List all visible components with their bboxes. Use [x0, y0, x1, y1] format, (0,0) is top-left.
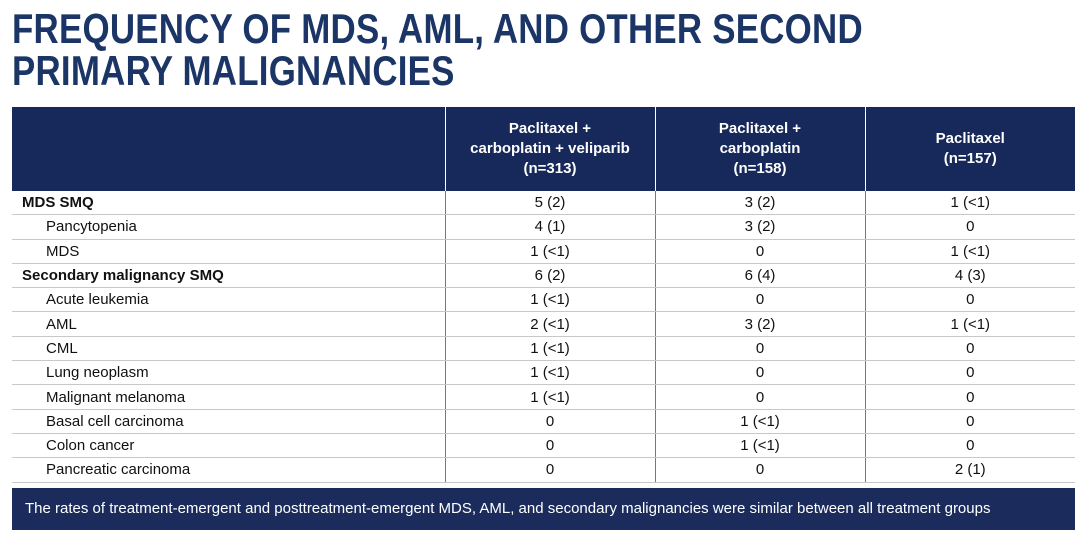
value-cell: 0: [444, 433, 655, 459]
value-cell: 1 (<1): [444, 336, 655, 362]
value-cell: 6 (4): [654, 263, 865, 289]
item-row: Lung neoplasm 1 (<1) 0 0: [12, 360, 1075, 386]
item-row: Malignant melanoma 1 (<1) 0 0: [12, 384, 1075, 410]
value-cell: 0: [654, 239, 865, 264]
value-cell: 4 (3): [864, 263, 1075, 289]
item-row: AML 2 (<1) 3 (2) 1 (<1): [12, 311, 1075, 337]
value-cell: 6 (2): [444, 263, 655, 289]
item-row: Basal cell carcinoma 0 1 (<1) 0: [12, 409, 1075, 434]
value-cell: 1 (<1): [864, 239, 1075, 264]
slide-title: FREQUENCY OF MDS, AML, AND OTHER SECOND P…: [12, 8, 1008, 92]
value-cell: 1 (<1): [444, 384, 655, 410]
value-cell: 2 (<1): [444, 311, 655, 337]
header-cell: [12, 107, 445, 191]
item-row: MDS 1 (<1) 0 1 (<1): [12, 239, 1075, 264]
item-row: Pancytopenia 4 (1) 3 (2) 0: [12, 214, 1075, 240]
item-row: CML 1 (<1) 0 0: [12, 336, 1075, 362]
value-cell: 0: [444, 457, 655, 483]
header-line: Paclitaxel: [935, 130, 1005, 147]
title-line: FREQUENCY OF MDS, AML, AND OTHER SECOND: [12, 5, 863, 52]
header-cell: Paclitaxel (n=157): [864, 107, 1075, 191]
item-row: Acute leukemia 1 (<1) 0 0: [12, 287, 1075, 313]
value-cell: 0: [864, 214, 1075, 240]
header-line: (n=313): [523, 160, 577, 177]
value-cell: 3 (2): [654, 311, 865, 337]
value-cell: 1 (<1): [864, 191, 1075, 216]
header-cell: Paclitaxel + carboplatin (n=158): [654, 107, 865, 191]
row-label: AML: [12, 311, 445, 337]
header-row: Paclitaxel + carboplatin + veliparib (n=31…: [12, 107, 1075, 191]
header-cell: Paclitaxel + carboplatin + veliparib (n=31…: [444, 107, 655, 191]
value-cell: 1 (<1): [444, 360, 655, 386]
data-table: Paclitaxel + carboplatin + veliparib (n=31…: [12, 107, 1075, 483]
value-cell: 1 (<1): [654, 433, 865, 459]
value-cell: 0: [864, 336, 1075, 362]
value-cell: 2 (1): [864, 457, 1075, 483]
row-label: MDS: [12, 239, 445, 264]
value-cell: 0: [864, 409, 1075, 434]
row-label: Malignant melanoma: [12, 384, 445, 410]
value-cell: 0: [864, 287, 1075, 313]
header-line: (n=157): [943, 150, 997, 167]
value-cell: 1 (<1): [864, 311, 1075, 337]
value-cell: 1 (<1): [444, 239, 655, 264]
row-label: Secondary malignancy SMQ: [12, 263, 445, 289]
row-label: CML: [12, 336, 445, 362]
value-cell: 0: [654, 287, 865, 313]
value-cell: 5 (2): [444, 191, 655, 216]
value-cell: 0: [864, 384, 1075, 410]
row-label: Lung neoplasm: [12, 360, 445, 386]
header-line: carboplatin: [719, 140, 801, 157]
value-cell: 1 (<1): [654, 409, 865, 434]
group-row: MDS SMQ 5 (2) 3 (2) 1 (<1): [12, 191, 1075, 216]
row-label: Colon cancer: [12, 433, 445, 459]
row-label: MDS SMQ: [12, 191, 445, 216]
value-cell: 0: [444, 409, 655, 434]
value-cell: 0: [654, 336, 865, 362]
header-line: Paclitaxel +: [718, 120, 802, 137]
group-row: Secondary malignancy SMQ 6 (2) 6 (4) 4 (3): [12, 263, 1075, 289]
row-label: Pancreatic carcinoma: [12, 457, 445, 483]
row-label: Pancytopenia: [12, 214, 445, 240]
table-body: MDS SMQ 5 (2) 3 (2) 1 (<1) Pancytopenia 4 (1)…: [12, 191, 1075, 483]
item-row: Colon cancer 0 1 (<1) 0: [12, 433, 1075, 459]
row-label: Basal cell carcinoma: [12, 409, 445, 434]
header-line: Paclitaxel +: [508, 120, 592, 137]
value-cell: 3 (2): [654, 191, 865, 216]
value-cell: 0: [864, 360, 1075, 386]
value-cell: 0: [654, 384, 865, 410]
value-cell: 4 (1): [444, 214, 655, 240]
value-cell: 0: [864, 433, 1075, 459]
value-cell: 0: [654, 360, 865, 386]
title-line: PRIMARY MALIGNANCIES: [12, 47, 455, 94]
value-cell: 1 (<1): [444, 287, 655, 313]
item-row: Pancreatic carcinoma 0 0 2 (1): [12, 457, 1075, 483]
value-cell: 3 (2): [654, 214, 865, 240]
table-header: Paclitaxel + carboplatin + veliparib (n=31…: [12, 107, 1075, 191]
header-line: (n=158): [733, 160, 787, 177]
footer-note: The rates of treatment-emergent and post…: [12, 488, 1075, 530]
header-line: carboplatin + veliparib: [470, 140, 630, 157]
value-cell: 0: [654, 457, 865, 483]
row-label: Acute leukemia: [12, 287, 445, 313]
